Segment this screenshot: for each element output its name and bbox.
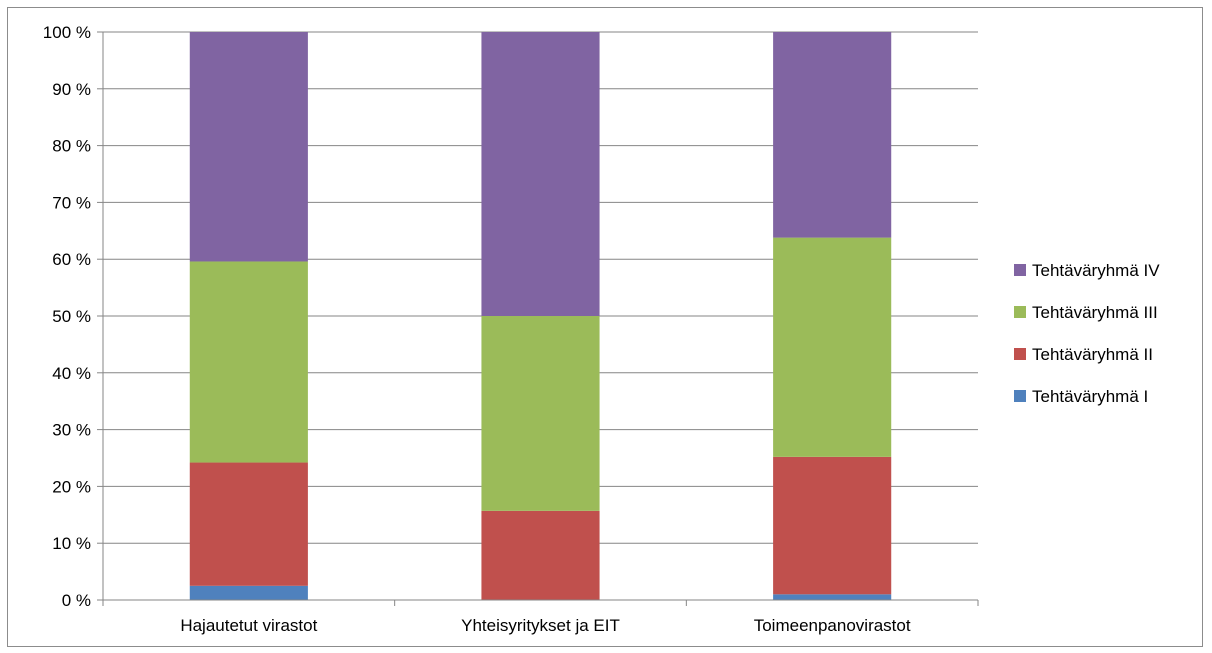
y-tick-labels: 0 % 10 % 20 % 30 % 40 % 50 % 60 % 70 % 80 % 90 % 1… [43, 23, 91, 610]
y-tick-label: 40 % [52, 364, 91, 383]
y-tick-label: 70 % [52, 193, 91, 212]
y-tick-label: 60 % [52, 250, 91, 269]
y-tick-label: 30 % [52, 421, 91, 440]
bar-segment [773, 456, 892, 595]
y-tick-label: 80 % [52, 137, 91, 156]
legend-swatch [1014, 264, 1026, 276]
bar-segment [773, 594, 892, 600]
y-tick-label: 100 % [43, 23, 91, 42]
axes [97, 31, 979, 606]
legend-label: Tehtäväryhmä IV [1032, 261, 1160, 280]
bar-segment [481, 510, 600, 600]
bars [189, 32, 892, 600]
legend: Tehtäväryhmä IV Tehtäväryhmä III Tehtäväry… [1014, 261, 1160, 406]
y-tick-label: 10 % [52, 534, 91, 553]
bar-segment [189, 261, 308, 463]
bar-segment [773, 237, 892, 457]
x-category-labels: Hajautetut virastot Yhteisyritykset ja EI… [180, 616, 911, 635]
bar-segment [189, 32, 308, 262]
y-tick-label: 20 % [52, 477, 91, 496]
y-tick-label: 50 % [52, 307, 91, 326]
bar-segment [481, 316, 600, 511]
legend-swatch [1014, 348, 1026, 360]
bar-segment [481, 32, 600, 316]
legend-label: Tehtäväryhmä II [1032, 345, 1153, 364]
legend-label: Tehtäväryhmä III [1032, 303, 1158, 322]
x-category-label: Yhteisyritykset ja EIT [461, 616, 620, 635]
bar-segment [773, 32, 892, 238]
legend-swatch [1014, 390, 1026, 402]
y-tick-label: 90 % [52, 80, 91, 99]
x-category-label: Hajautetut virastot [180, 616, 317, 635]
y-tick-label: 0 % [62, 591, 91, 610]
legend-label: Tehtäväryhmä I [1032, 387, 1148, 406]
bar-segment [189, 585, 308, 600]
bar-segment [189, 462, 308, 586]
x-category-label: Toimeenpanovirastot [754, 616, 911, 635]
legend-swatch [1014, 306, 1026, 318]
